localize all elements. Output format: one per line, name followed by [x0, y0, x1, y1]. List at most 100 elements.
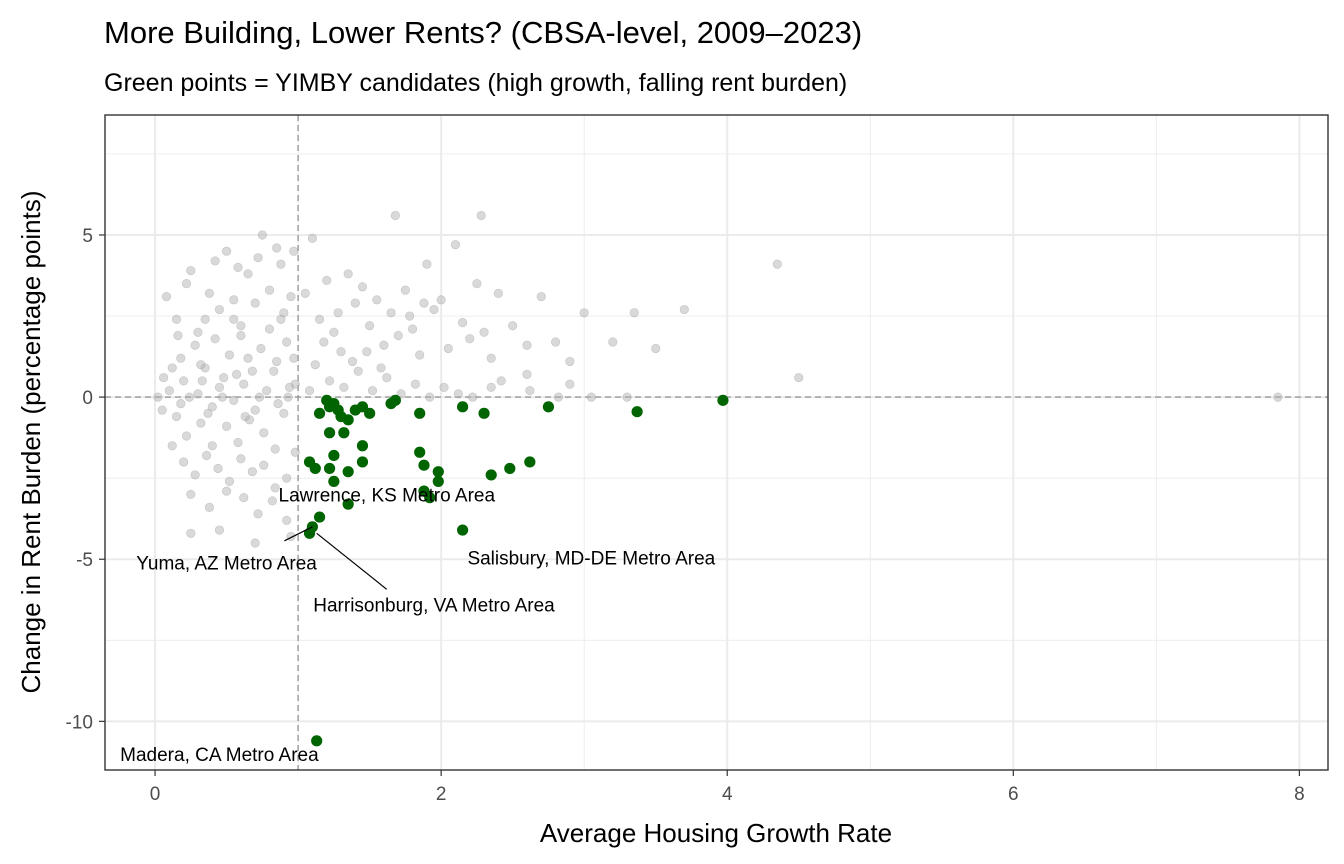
yimby-point: [457, 524, 469, 536]
background-point: [224, 476, 235, 487]
background-point: [229, 314, 239, 324]
background-point: [250, 298, 260, 308]
background-point: [229, 395, 239, 405]
yimby-point: [717, 394, 729, 406]
yimby-point: [313, 407, 326, 419]
background-point: [239, 379, 249, 389]
background-point: [239, 493, 249, 503]
yimby-point: [342, 414, 354, 426]
background-point: [176, 398, 186, 409]
background-point: [376, 363, 386, 373]
background-point: [219, 373, 229, 383]
background-point: [186, 266, 196, 276]
background-point: [256, 343, 266, 354]
background-point: [186, 489, 196, 499]
background-point: [231, 369, 242, 380]
background-point: [217, 392, 227, 402]
background-point: [486, 382, 496, 392]
background-point: [254, 392, 265, 402]
x-tick-label: 4: [722, 784, 733, 805]
y-tick-label: 0: [82, 388, 93, 409]
background-point: [243, 353, 253, 363]
background-point: [283, 392, 293, 402]
background-point: [181, 279, 192, 289]
yimby-point: [432, 466, 444, 478]
background-point: [525, 386, 535, 396]
background-point: [250, 405, 260, 415]
background-point: [353, 366, 363, 376]
background-point: [181, 431, 192, 441]
point-annotation-label: Yuma, AZ Metro Area: [136, 553, 317, 574]
background-point: [161, 291, 172, 302]
background-point: [329, 327, 339, 337]
background-point: [264, 324, 275, 334]
background-point: [350, 298, 360, 308]
background-point: [282, 473, 292, 483]
background-point: [333, 308, 343, 318]
background-point: [221, 421, 232, 431]
background-point: [476, 210, 486, 221]
background-point: [193, 327, 203, 337]
background-point: [270, 483, 280, 493]
background-point: [336, 347, 346, 357]
background-point: [200, 314, 210, 324]
background-point: [422, 259, 432, 269]
points-layer: [153, 210, 1283, 747]
background-point: [171, 411, 182, 422]
yimby-point: [457, 401, 469, 413]
background-point: [290, 447, 300, 457]
background-point: [651, 343, 661, 354]
background-point: [173, 330, 183, 341]
yimby-point: [524, 456, 536, 468]
background-point: [347, 356, 358, 367]
yimby-point: [303, 527, 316, 539]
yimby-point: [356, 401, 369, 413]
background-point: [247, 366, 257, 376]
yimby-point: [356, 456, 369, 468]
yimby-point: [323, 462, 336, 475]
background-point: [425, 392, 435, 402]
background-point: [365, 321, 375, 331]
y-tick-label: -10: [66, 712, 93, 733]
background-point: [282, 515, 292, 525]
yimby-point: [478, 407, 490, 419]
background-point: [324, 376, 335, 386]
x-tick-label: 0: [150, 784, 161, 805]
tick-layer: 0 2 4 6 8 5 0 -5 -10: [66, 226, 1305, 805]
background-point: [396, 389, 406, 399]
background-point: [224, 350, 235, 360]
background-point: [204, 288, 215, 298]
background-point: [253, 509, 263, 519]
background-point: [236, 330, 246, 341]
background-point: [272, 356, 282, 367]
background-point: [439, 382, 449, 392]
background-point: [190, 340, 200, 350]
background-point: [493, 288, 503, 298]
background-point: [259, 428, 269, 438]
yimby-point: [418, 459, 430, 471]
yimby-point: [424, 492, 436, 504]
background-point: [273, 398, 283, 409]
background-point: [565, 379, 575, 389]
background-point: [1273, 392, 1283, 402]
background-point: [405, 311, 415, 321]
background-point: [269, 366, 279, 376]
background-point: [289, 246, 299, 256]
background-point: [201, 450, 212, 461]
background-point: [262, 386, 272, 396]
yimby-point: [389, 394, 401, 406]
background-point: [479, 327, 489, 337]
background-point: [608, 337, 618, 347]
background-point: [207, 441, 217, 451]
background-point: [772, 259, 782, 269]
background-point: [257, 230, 267, 240]
background-point: [629, 308, 639, 318]
background-point: [221, 486, 232, 496]
background-point: [247, 467, 257, 477]
background-point: [307, 233, 318, 243]
background-point: [284, 382, 295, 392]
background-point: [153, 392, 163, 402]
background-point: [264, 285, 275, 295]
chart-title: More Building, Lower Rents? (CBSA-level,…: [104, 15, 862, 50]
yimby-point: [309, 462, 321, 475]
